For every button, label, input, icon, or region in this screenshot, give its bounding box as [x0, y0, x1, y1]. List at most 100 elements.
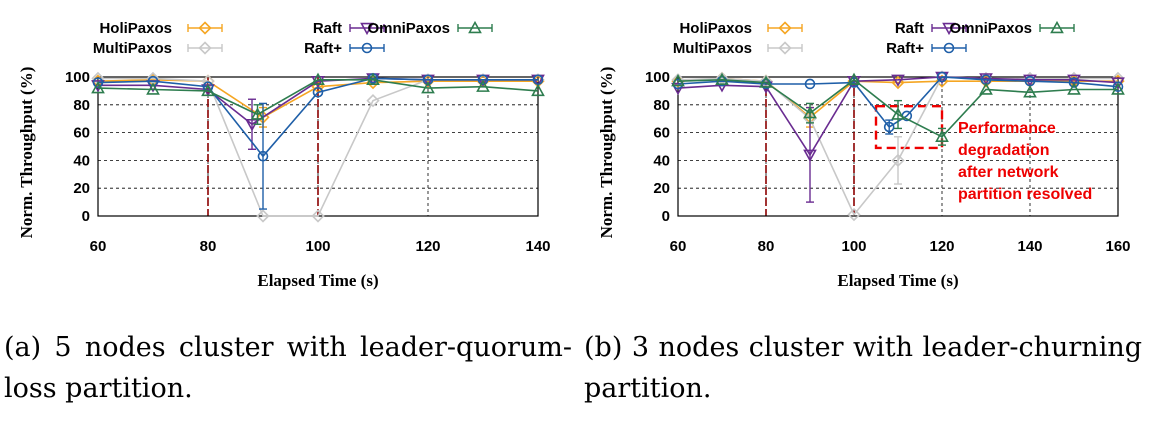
legend-marker-holipaxos: [778, 21, 792, 35]
legend-label-omnipaxos: OmniPaxos: [949, 20, 1032, 37]
legend-label-holipaxos: HoliPaxos: [679, 20, 752, 37]
x-tick-label: 100: [841, 238, 866, 255]
legend-label-raft-plus: Raft+: [304, 40, 342, 57]
y-tick-label: 60: [653, 125, 670, 142]
data-point-multipaxos: [891, 153, 905, 168]
y-tick-label: 0: [82, 208, 90, 225]
data-point-omnipaxos: [891, 107, 905, 120]
data-point-raft-plus: [147, 75, 159, 87]
legend-marker-multipaxos: [778, 41, 792, 55]
annotation-text: degradation: [958, 142, 1050, 159]
data-point-omnipaxos: [250, 107, 265, 120]
annotation-text: after network: [958, 164, 1059, 181]
data-point-omnipaxos: [847, 72, 861, 85]
data-point-raft-plus: [312, 86, 324, 98]
series-omnipaxos: [91, 72, 545, 125]
data-point-omnipaxos: [421, 80, 435, 94]
series-raft-plus: [92, 73, 544, 210]
data-point-raft-plus: [804, 78, 816, 90]
legend-label-multipaxos: MultiPaxos: [673, 40, 752, 57]
legend-marker-omnipaxos: [1050, 20, 1064, 34]
data-point-omnipaxos: [671, 74, 685, 87]
y-tick-label: 80: [73, 97, 90, 114]
data-point-raft-plus: [1068, 77, 1080, 88]
x-tick-label: 60: [670, 238, 687, 255]
data-point-omnipaxos: [531, 83, 545, 97]
x-tick-label: 140: [1017, 238, 1042, 255]
series-line-raft: [677, 76, 1119, 157]
x-axis-label: Elapsed Time (s): [837, 271, 958, 290]
data-point-raft-plus: [477, 74, 489, 86]
y-tick-label: 20: [73, 180, 90, 197]
data-point-omnipaxos: [1023, 85, 1037, 98]
legend: HoliPaxos MultiPaxos Raft Raft+ OmniPaxos: [93, 20, 493, 57]
series-line-omnipaxos: [97, 79, 539, 116]
legend-label-multipaxos: MultiPaxos: [93, 40, 172, 57]
annotation-text: Performance: [958, 120, 1056, 137]
data-point-raft: [891, 74, 905, 87]
x-tick-label: 160: [1105, 238, 1130, 255]
data-point-raft-plus: [883, 121, 895, 133]
data-point-raft-plus: [257, 150, 269, 162]
data-point-omnipaxos: [476, 79, 490, 92]
data-point-omnipaxos: [311, 72, 325, 85]
legend-marker-multipaxos: [198, 41, 212, 55]
legend-label-raft: Raft: [895, 20, 924, 37]
annotation-box: [874, 104, 944, 150]
x-tick-label: 80: [758, 238, 775, 255]
data-point-raft-plus: [92, 77, 104, 88]
data-point-omnipaxos: [935, 129, 949, 142]
chart-b: 0 20 40 60 80 100 60 80 100 120 140 160 Elapsed Time…: [597, 20, 1131, 290]
data-point-raft-plus: [422, 74, 434, 86]
data-point-omnipaxos: [91, 80, 105, 94]
x-tick-label: 100: [305, 238, 330, 255]
y-tick-label: 60: [73, 125, 90, 142]
y-tick-label: 100: [65, 69, 90, 86]
data-point-omnipaxos: [803, 105, 817, 119]
data-point-holipaxos: [891, 75, 905, 90]
y-tick-label: 0: [662, 208, 670, 225]
data-point-omnipaxos: [146, 82, 160, 95]
data-point-omnipaxos: [1067, 82, 1081, 95]
legend-marker-raft-plus: [361, 42, 373, 54]
x-tick-label: 120: [929, 238, 954, 255]
data-point-omnipaxos: [715, 72, 729, 85]
data-point-omnipaxos: [366, 72, 380, 85]
y-tick-label: 80: [653, 97, 670, 114]
legend-label-raft: Raft: [313, 20, 342, 37]
annotation-text: partition resolved: [958, 186, 1092, 203]
data-point-multipaxos: [366, 93, 380, 108]
data-point-multipaxos: [311, 209, 325, 223]
caption-a: (a) 5 nodes cluster with leader-quorum-l…: [4, 332, 572, 404]
x-tick-label: 60: [90, 238, 107, 255]
data-point-raft-plus: [1112, 81, 1124, 93]
y-axis-label: Norm. Throughput (%): [17, 67, 36, 239]
y-tick-label: 20: [653, 180, 670, 197]
x-tick-label: 80: [200, 238, 217, 255]
series-line-raft-plus: [97, 77, 538, 158]
data-point-omnipaxos: [1111, 82, 1125, 95]
data-point-multipaxos: [256, 209, 270, 223]
x-tick-label: 140: [525, 238, 550, 255]
legend-marker-raft: [360, 22, 374, 36]
data-point-omnipaxos: [979, 82, 993, 95]
legend-marker-raft: [942, 22, 956, 36]
data-point-raft: [803, 149, 817, 162]
legend-label-omnipaxos: OmniPaxos: [367, 20, 450, 37]
legend-label-raft-plus: Raft+: [886, 40, 924, 57]
x-tick-label: 120: [415, 238, 440, 255]
series-raft: [671, 71, 1125, 203]
x-axis-label: Elapsed Time (s): [257, 271, 378, 290]
legend-marker-raft-plus: [943, 42, 955, 54]
legend-label-holipaxos: HoliPaxos: [99, 20, 172, 37]
y-tick-label: 40: [653, 152, 670, 169]
data-point-raft-plus: [936, 71, 948, 83]
data-point-raft: [1067, 74, 1081, 87]
y-tick-label: 40: [73, 152, 90, 169]
y-axis-label: Norm. Throughput (%): [597, 67, 616, 239]
legend-marker-omnipaxos: [468, 20, 482, 34]
data-point-multipaxos: [847, 207, 861, 222]
chart-a: 0 20 40 60 80 100 60 80 100 120 140 Elapsed Time (s…: [17, 20, 551, 290]
data-point-omnipaxos: [201, 83, 215, 97]
